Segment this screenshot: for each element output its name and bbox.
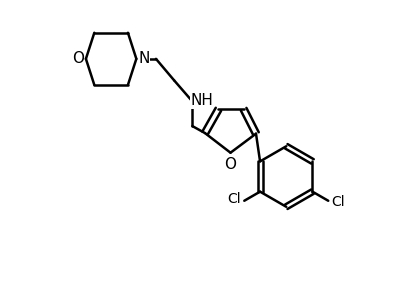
- Text: Cl: Cl: [227, 192, 241, 206]
- Text: NH: NH: [190, 93, 213, 108]
- Text: N: N: [138, 51, 150, 66]
- Text: O: O: [223, 157, 235, 172]
- Text: O: O: [72, 51, 84, 66]
- Text: Cl: Cl: [330, 195, 344, 209]
